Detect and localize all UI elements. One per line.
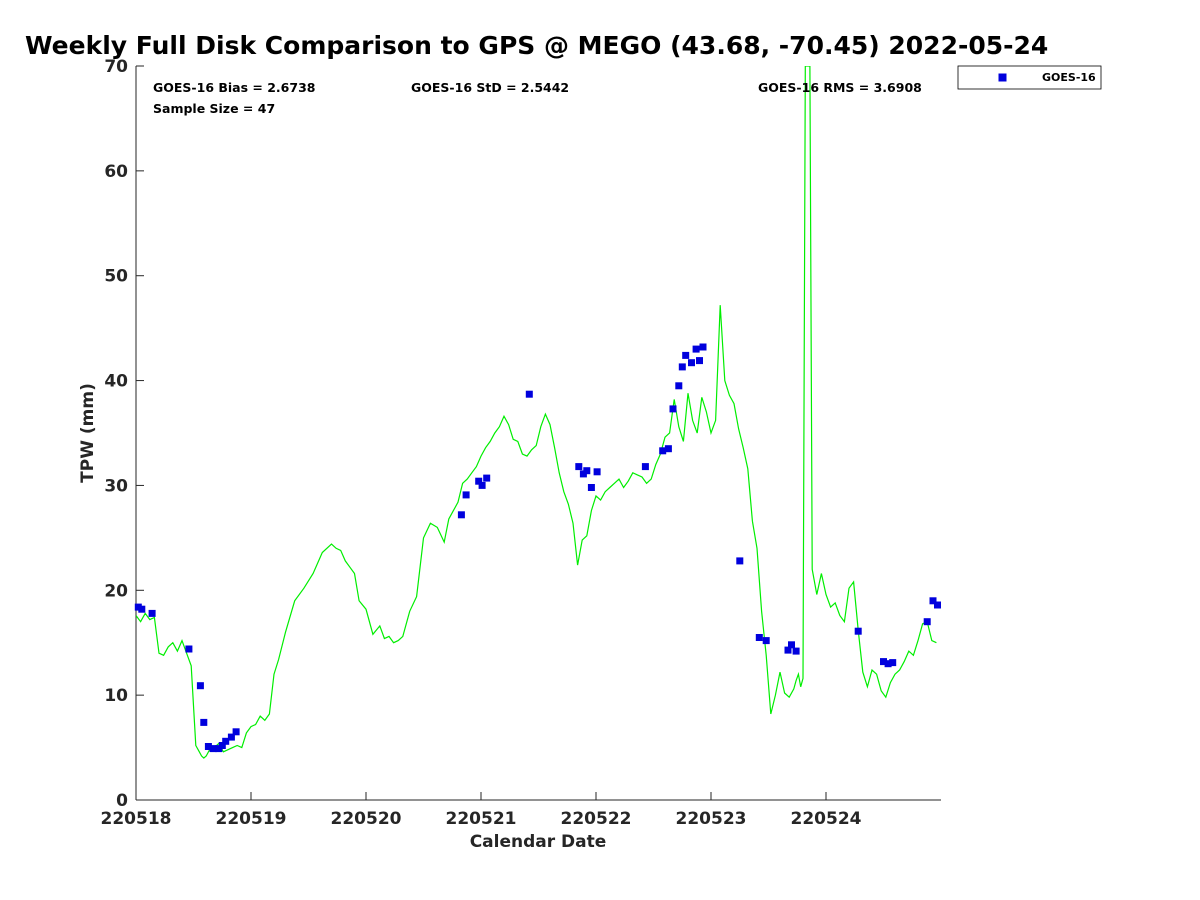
x-axis: 220518 220519 220520 220521 220522 220523 2205… [101, 792, 862, 829]
x-tick-label: 220523 [676, 809, 747, 829]
y-tick-label: 30 [104, 476, 128, 496]
plot-area [135, 66, 941, 801]
legend-label-goes16: GOES-16 [1042, 71, 1096, 84]
goes16-point [457, 511, 465, 519]
y-tick-label: 0 [116, 791, 128, 811]
y-axis-label: TPW (mm) [78, 383, 98, 483]
goes16-point [462, 491, 470, 499]
goes16-point [692, 345, 700, 353]
x-tick-label: 220521 [446, 809, 517, 829]
goes16-point [185, 645, 193, 653]
stat-bias: GOES-16 Bias = 2.6738 [153, 80, 315, 95]
stat-std: GOES-16 StD = 2.5442 [411, 80, 569, 95]
x-tick-label: 220522 [561, 809, 632, 829]
goes16-point [699, 343, 707, 351]
gps-line [136, 66, 937, 759]
y-tick-label: 60 [104, 162, 128, 182]
y-tick-label: 40 [104, 372, 128, 392]
x-tick-label: 220524 [791, 809, 862, 829]
legend: GOES-16 [957, 65, 1102, 90]
goes16-point [659, 447, 667, 455]
goes16-point [232, 728, 240, 736]
goes16-point [138, 605, 146, 613]
goes16-point [222, 737, 230, 745]
goes16-point [209, 745, 217, 753]
goes16-point [483, 474, 491, 482]
goes16-point [688, 359, 695, 367]
y-tick-label: 10 [104, 686, 128, 706]
goes16-point [575, 463, 583, 471]
goes16-point [200, 718, 208, 726]
goes16-point [784, 646, 792, 654]
goes16-point [204, 743, 212, 750]
goes16-point [218, 742, 226, 749]
goes16-point [755, 634, 763, 641]
goes16-point [736, 557, 744, 565]
goes16-point [792, 647, 800, 655]
goes16-point [884, 660, 892, 668]
goes16-point [664, 445, 672, 453]
stat-sample-size: Sample Size = 47 [153, 101, 275, 116]
goes16-point [675, 382, 683, 390]
goes16-point [525, 390, 533, 398]
goes16-series [134, 343, 941, 753]
goes16-point [696, 357, 703, 365]
goes16-point [669, 405, 677, 413]
y-tick-label: 20 [104, 581, 128, 601]
x-tick-label: 220519 [216, 809, 287, 829]
goes16-point [475, 477, 483, 485]
stat-rms: GOES-16 RMS = 3.6908 [758, 80, 922, 95]
goes16-point [196, 682, 204, 690]
goes16-point [478, 481, 486, 489]
x-tick-label: 220520 [331, 809, 402, 829]
goes16-point [854, 627, 862, 635]
goes16-point [929, 597, 937, 605]
goes16-point [148, 609, 156, 617]
x-tick-label: 220518 [101, 809, 172, 829]
goes16-point [934, 601, 941, 609]
x-axis-label: Calendar Date [470, 832, 607, 852]
goes16-point [641, 463, 649, 471]
legend-box [957, 65, 1102, 90]
goes16-point [762, 637, 770, 645]
goes16-point [880, 658, 887, 666]
goes16-point [889, 659, 897, 667]
chart-title: Weekly Full Disk Comparison to GPS @ MEG… [25, 31, 1048, 60]
gps-series [136, 66, 937, 759]
goes16-point [682, 351, 690, 359]
y-tick-label: 50 [104, 267, 128, 287]
y-tick-label: 70 [104, 57, 128, 77]
goes16-point [788, 641, 795, 649]
goes16-point [587, 484, 595, 491]
goes16-point [923, 618, 931, 626]
goes16-point [583, 467, 591, 475]
goes16-point [593, 468, 601, 476]
goes16-point [678, 363, 686, 371]
legend-marker-goes16 [998, 73, 1007, 82]
y-axis: 0 10 20 30 40 50 60 70 [104, 57, 144, 811]
goes16-point [227, 733, 235, 741]
